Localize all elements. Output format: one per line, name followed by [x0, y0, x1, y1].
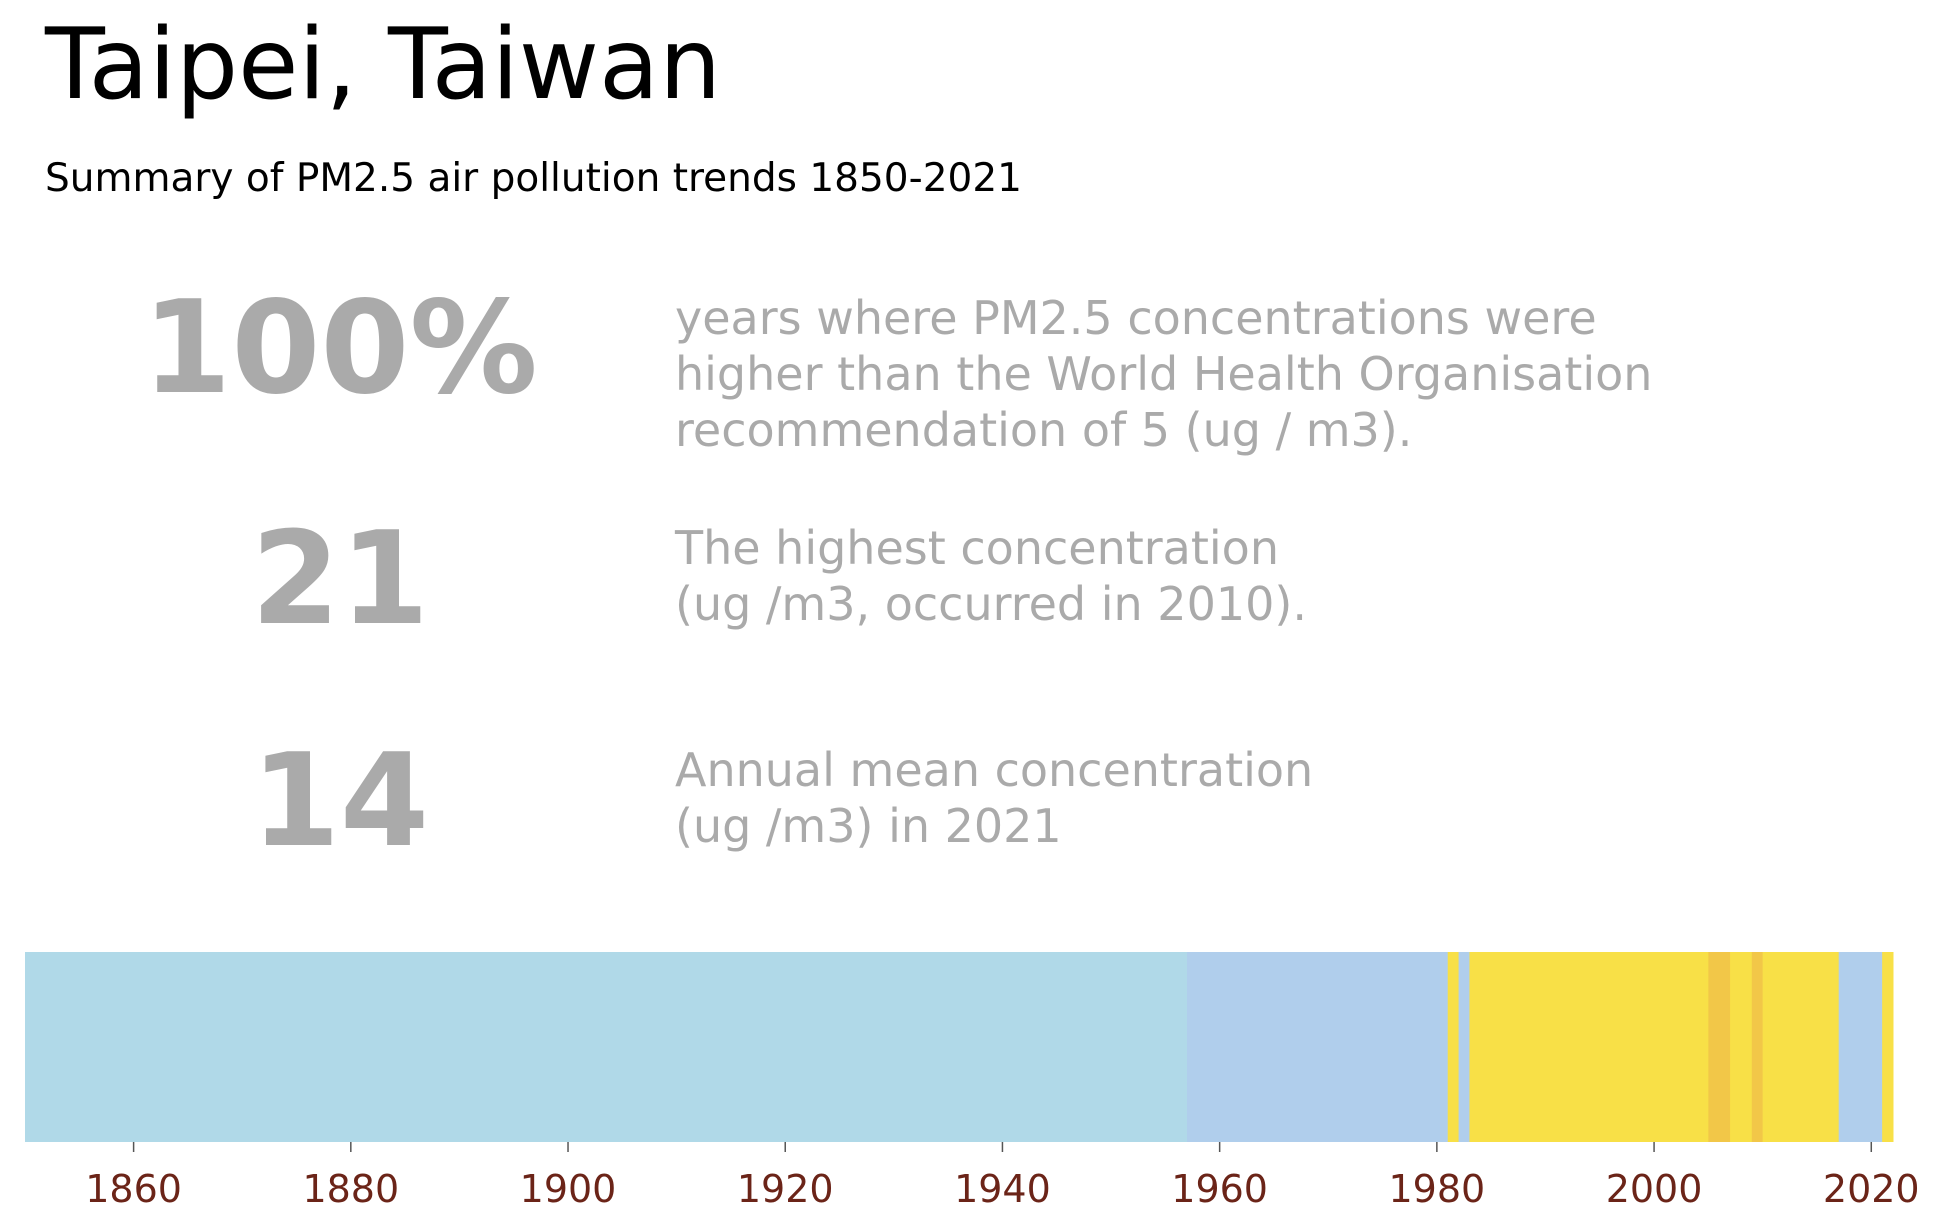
x-tick-label: 1980 [1389, 1167, 1486, 1211]
stat-value-annual-mean: 14 [250, 727, 430, 876]
stripe-segment-1957 [1187, 952, 1449, 1142]
x-axis-ticks: 1860 1880 1900 1920 1940 1960 1980 2000 2020 [85, 1142, 1920, 1211]
x-tick-label: 2000 [1606, 1167, 1703, 1211]
stat-description-highest-concentration: The highest concentration (ug /m3, occur… [675, 520, 1307, 632]
stat-description-line: The highest concentration [675, 521, 1279, 575]
x-tick-label: 1920 [737, 1167, 834, 1211]
stripe-segments [25, 952, 1894, 1142]
stripe-segment-2007 [1730, 952, 1753, 1142]
stat-description-line: Annual mean concentration [675, 743, 1314, 797]
stat-description-line: recommendation of 5 (ug / m3). [675, 403, 1413, 457]
stripe-segment-1982 [1458, 952, 1470, 1142]
x-tick-label: 1960 [1171, 1167, 1268, 1211]
stripe-segment-2005 [1708, 952, 1731, 1142]
stripe-segment-2017 [1838, 952, 1883, 1142]
stat-description-line: years where PM2.5 concentrations were [675, 291, 1597, 345]
x-tick-label: 1940 [954, 1167, 1051, 1211]
stat-description-annual-mean: Annual mean concentration (ug /m3) in 20… [675, 742, 1313, 854]
stat-value-percent-above-who: 100% [142, 274, 538, 423]
x-tick-label: 1900 [520, 1167, 617, 1211]
stat-description-line: higher than the World Health Organisatio… [675, 347, 1653, 401]
stripe-segment-1983 [1469, 952, 1709, 1142]
stripe-segment-2021 [1882, 952, 1894, 1142]
page-title: Taipei, Taiwan [45, 8, 722, 122]
x-tick-label: 2020 [1823, 1167, 1920, 1211]
stripe-segment-2009 [1751, 952, 1764, 1142]
stat-description-line: (ug /m3) in 2021 [675, 799, 1062, 853]
stripe-segment-1850 [25, 952, 1188, 1142]
x-tick-label: 1860 [85, 1167, 182, 1211]
stat-description-percent-above-who: years where PM2.5 concentrations were hi… [675, 290, 1652, 458]
stripe-segment-1981 [1447, 952, 1460, 1142]
x-tick-label: 1880 [302, 1167, 399, 1211]
stat-description-line: (ug /m3, occurred in 2010). [675, 577, 1307, 631]
stripe-segment-2010 [1762, 952, 1840, 1142]
page-subtitle: Summary of PM2.5 air pollution trends 18… [45, 156, 1022, 201]
stat-value-highest-concentration: 21 [250, 505, 430, 654]
